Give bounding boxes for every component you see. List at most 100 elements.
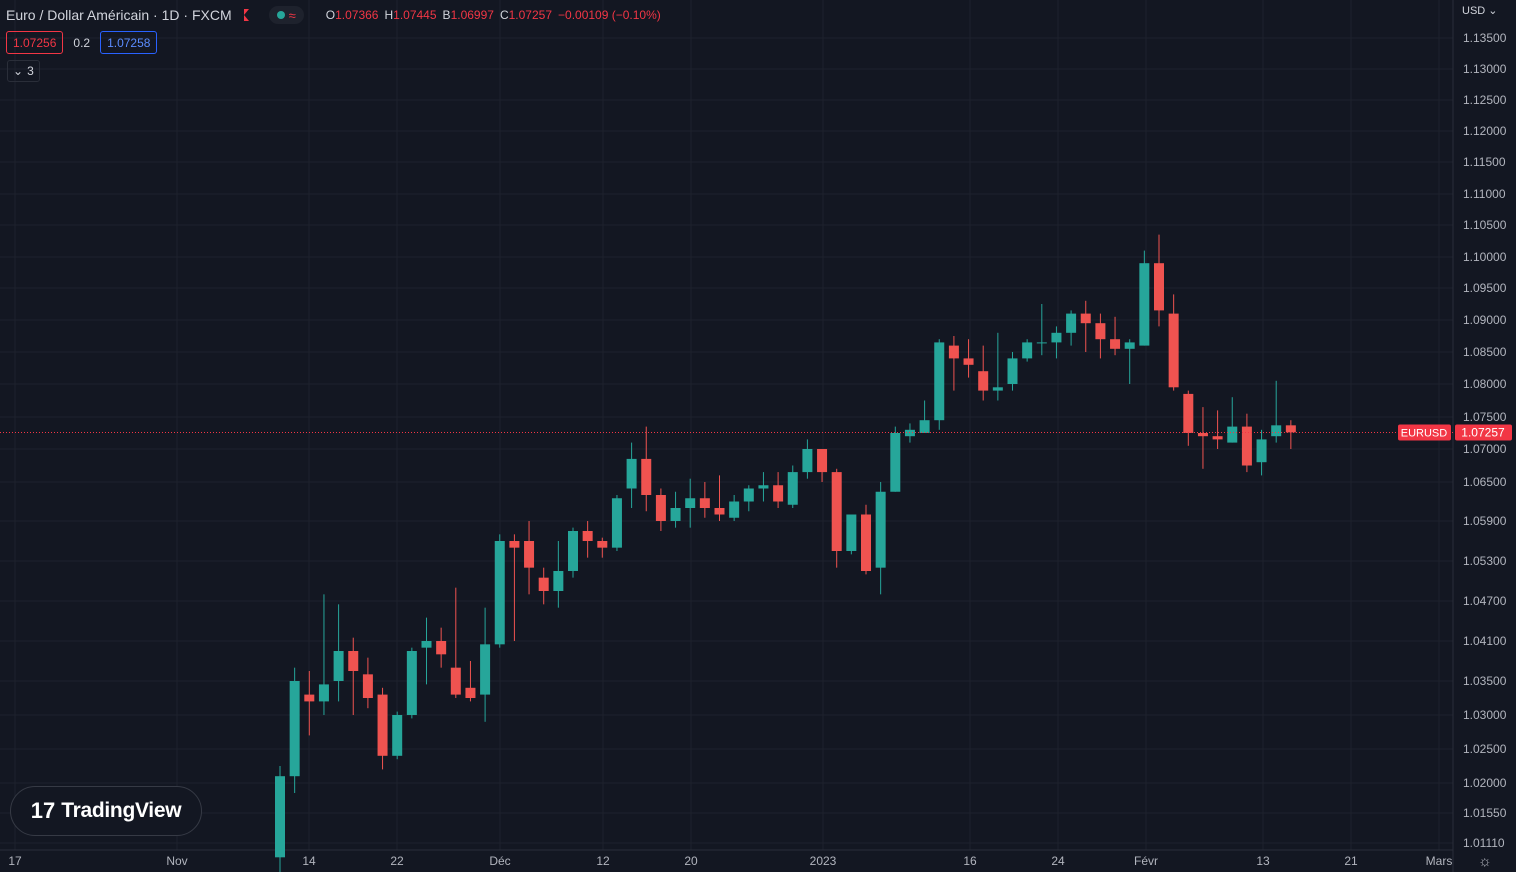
candle-body bbox=[406, 651, 417, 715]
candle bbox=[1168, 294, 1179, 391]
candle bbox=[436, 627, 447, 668]
candle-body bbox=[714, 508, 725, 515]
time-tick-label: 14 bbox=[302, 854, 316, 868]
chevron-down-icon: ⌄ bbox=[1488, 5, 1498, 17]
time-tick-label: 24 bbox=[1051, 854, 1065, 868]
candle bbox=[1066, 310, 1077, 346]
close-label: C bbox=[499, 8, 509, 22]
candle bbox=[1007, 352, 1018, 391]
market-status-pill[interactable]: ≈ bbox=[268, 6, 304, 24]
candle bbox=[978, 345, 989, 401]
candle-body bbox=[963, 358, 974, 365]
candle-body bbox=[611, 498, 622, 548]
candle bbox=[1183, 390, 1194, 446]
price-tick-label: 1.12000 bbox=[1463, 124, 1507, 138]
candle-body bbox=[787, 472, 798, 505]
candle-body bbox=[392, 715, 403, 756]
candle bbox=[465, 661, 476, 702]
candle bbox=[1139, 250, 1150, 346]
candle bbox=[626, 442, 637, 508]
candle-body bbox=[421, 641, 432, 648]
candle bbox=[611, 495, 622, 551]
candle-body bbox=[524, 541, 535, 568]
open-label: O bbox=[325, 8, 336, 22]
candle-body bbox=[1080, 313, 1091, 324]
candle-body bbox=[1271, 425, 1282, 437]
price-tick-label: 1.04700 bbox=[1463, 594, 1507, 608]
candle-body bbox=[1022, 342, 1033, 359]
open-value: 1.07366 bbox=[335, 8, 379, 22]
candle-body bbox=[480, 644, 491, 695]
indicators-toggle[interactable]: ⌄ 3 bbox=[7, 60, 40, 82]
candle-body bbox=[758, 485, 769, 489]
candle-body bbox=[289, 681, 300, 777]
symbol-tag-label: EURUSD bbox=[1401, 428, 1448, 440]
change-value: −0.00109 (−0.10%) bbox=[558, 8, 661, 22]
candle-body bbox=[304, 694, 315, 702]
candle-body bbox=[553, 571, 564, 591]
candle bbox=[1124, 339, 1135, 384]
close-value: 1.07257 bbox=[508, 8, 553, 22]
candle-body bbox=[729, 501, 740, 518]
time-tick-label: 21 bbox=[1344, 854, 1358, 868]
candle bbox=[641, 426, 652, 512]
candle bbox=[1285, 420, 1296, 449]
candle-body bbox=[743, 488, 754, 502]
buy-button[interactable]: 1.07258 bbox=[100, 31, 158, 54]
candle bbox=[318, 594, 329, 715]
tradingview-logo[interactable]: 17 TradingView bbox=[10, 786, 202, 836]
candle-body bbox=[1007, 358, 1018, 384]
candle bbox=[289, 667, 300, 793]
price-tick-label: 1.09000 bbox=[1463, 313, 1507, 327]
price-tick-label: 1.12500 bbox=[1463, 93, 1507, 107]
candle-body bbox=[890, 433, 901, 492]
candle-body bbox=[670, 508, 681, 521]
candle-body bbox=[699, 498, 710, 508]
candle-body bbox=[875, 491, 886, 568]
price-tick-label: 1.10000 bbox=[1463, 250, 1507, 264]
candle-body bbox=[1197, 433, 1208, 437]
time-tick-label: 17 bbox=[8, 854, 22, 868]
symbol-title[interactable]: Euro / Dollar Américain · 1D · FXCM bbox=[6, 7, 232, 23]
high-value: 1.07445 bbox=[393, 8, 437, 22]
candle bbox=[1110, 316, 1121, 356]
candle-body bbox=[846, 514, 857, 551]
spread-value: 0.2 bbox=[73, 35, 91, 50]
candle bbox=[714, 475, 725, 521]
candle bbox=[275, 766, 285, 872]
price-tick-label: 1.04100 bbox=[1463, 634, 1507, 648]
high-label: H bbox=[384, 8, 394, 22]
price-tick-label: 1.07500 bbox=[1463, 410, 1507, 424]
candle-body bbox=[509, 541, 520, 548]
time-tick-label: 20 bbox=[684, 854, 698, 868]
candle-body bbox=[1036, 342, 1047, 344]
price-tick-label: 1.01110 bbox=[1463, 836, 1505, 850]
candle bbox=[670, 491, 681, 528]
candle bbox=[582, 521, 593, 558]
candle bbox=[685, 478, 696, 528]
candle bbox=[538, 567, 549, 605]
candle bbox=[406, 647, 417, 719]
candle bbox=[421, 617, 432, 685]
candle-body bbox=[1110, 339, 1121, 349]
candle-body bbox=[348, 651, 359, 671]
candle-body bbox=[802, 449, 813, 473]
candle-body bbox=[1051, 332, 1062, 343]
candle bbox=[1154, 234, 1164, 327]
currency-selector[interactable]: USD ⌄ bbox=[1462, 4, 1498, 18]
candle-body bbox=[1241, 426, 1252, 466]
settings-gear-icon[interactable]: ☼ bbox=[1478, 853, 1492, 870]
sell-button[interactable]: 1.07256 bbox=[6, 31, 64, 54]
candle bbox=[861, 504, 871, 575]
candle-body bbox=[948, 345, 959, 359]
flag-icon[interactable] bbox=[243, 9, 249, 21]
price-tick-label: 1.02500 bbox=[1463, 742, 1507, 756]
candle-body bbox=[1154, 263, 1164, 311]
price-tick-label: 1.10500 bbox=[1463, 218, 1507, 232]
candle bbox=[758, 472, 769, 502]
candle bbox=[494, 534, 505, 648]
candle-body bbox=[318, 684, 329, 702]
candle bbox=[846, 514, 857, 555]
chart-grid bbox=[0, 0, 1454, 872]
